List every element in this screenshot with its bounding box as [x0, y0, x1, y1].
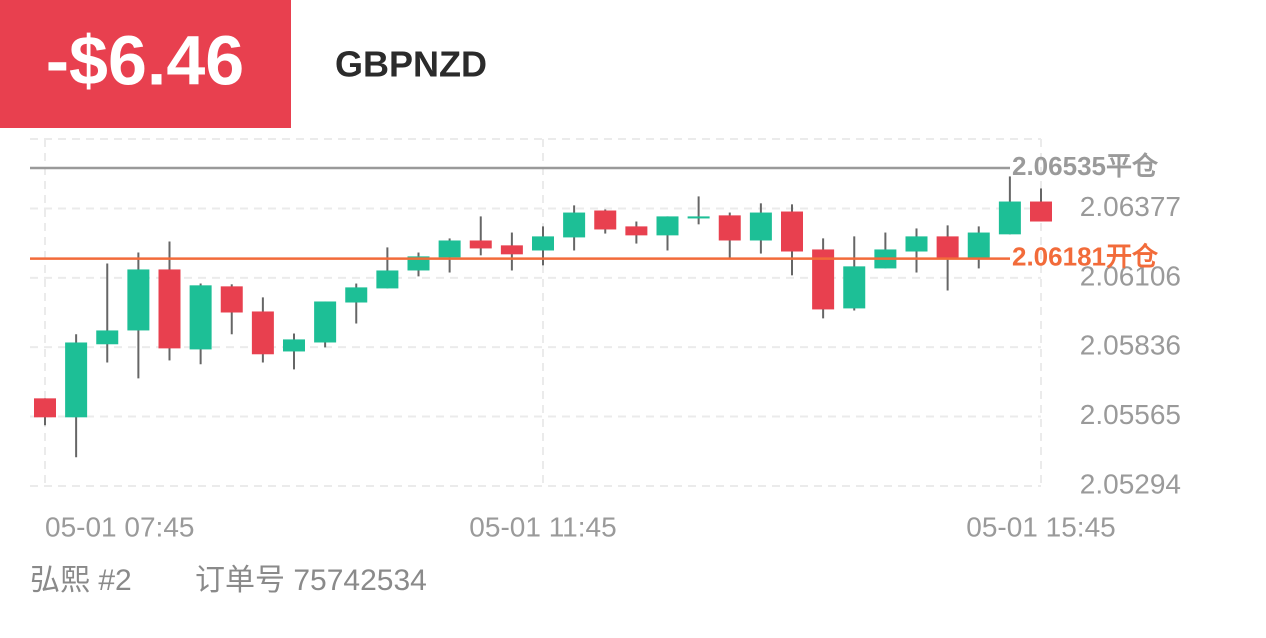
candle-body [283, 339, 305, 352]
candle-body [843, 266, 866, 309]
chart: 2.05294 2.05565 2.05836 2.06106 2.06377 05-01… [30, 139, 1181, 542]
candle-body [220, 286, 243, 313]
candle-body [314, 301, 337, 343]
pnl-badge [0, 0, 291, 128]
candle-body [469, 240, 492, 249]
y-tick-label: 2.05836 [1080, 329, 1181, 360]
candle-body [127, 269, 150, 331]
candle-body [438, 240, 461, 258]
x-tick-label: 05-01 11:45 [469, 511, 616, 542]
symbol: GBPNZD [335, 44, 487, 85]
candle-body [812, 249, 835, 310]
candle-body [905, 236, 928, 252]
candle-body [96, 330, 119, 345]
x-tick-label: 05-01 07:45 [45, 511, 194, 542]
price-line-name: 开仓 [1106, 242, 1159, 272]
account: 弘熙 #2 [30, 564, 132, 597]
y-tick-label: 2.05294 [1080, 468, 1181, 499]
candle-body [345, 287, 368, 303]
y-tick-label: 2.05565 [1080, 399, 1181, 430]
candle-body [718, 215, 741, 241]
candle-body [656, 216, 679, 236]
candle-body [251, 311, 274, 355]
y-tick-label: 2.06377 [1080, 191, 1181, 222]
candle-body [158, 269, 181, 349]
candle-body [563, 212, 586, 238]
candle-body [500, 245, 523, 255]
candle-body [65, 342, 88, 418]
candle-body [594, 210, 617, 230]
order: 订单号 75742534 [195, 564, 427, 597]
candle-body [967, 232, 990, 260]
price-line-value: 2.06535 [1012, 151, 1106, 181]
y-tick-label: 2.06106 [1080, 260, 1181, 291]
price-line-value: 2.06181 [1012, 242, 1106, 272]
candle-body [749, 212, 772, 241]
x-tick-label: 05-01 15:45 [966, 511, 1115, 542]
candle-body [625, 226, 648, 236]
candle-body [687, 216, 710, 219]
candle-body [376, 270, 399, 289]
price-line-label: 2.06181开仓 [1012, 242, 1159, 272]
price-line-name: 平仓 [1106, 151, 1159, 181]
candle-body [189, 285, 212, 350]
candle-body [1030, 201, 1052, 222]
price-line-label: 2.06535平仓 [1012, 151, 1159, 181]
pnl: -$6.46 [46, 21, 244, 99]
candle-body [781, 211, 803, 252]
candle-body [532, 236, 554, 251]
candle-body [936, 236, 959, 259]
candle-body [998, 201, 1021, 235]
candle-body [34, 398, 56, 418]
